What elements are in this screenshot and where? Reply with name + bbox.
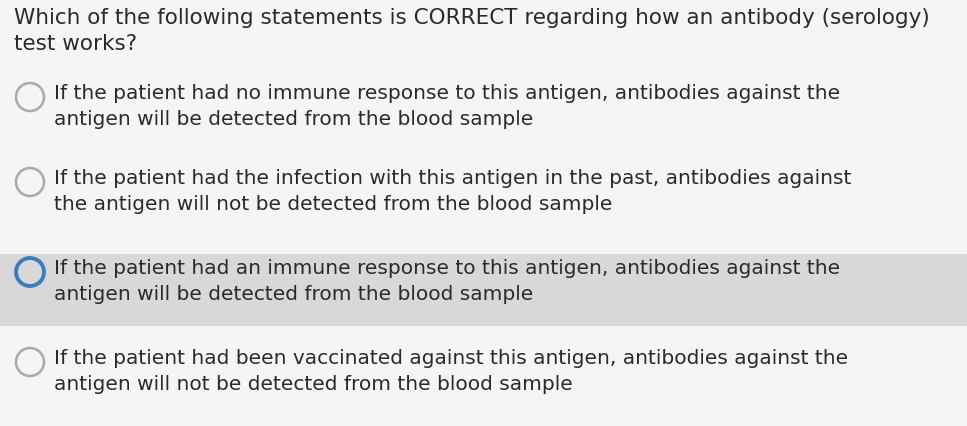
Text: If the patient had no immune response to this antigen, antibodies against the
an: If the patient had no immune response to…	[54, 84, 840, 129]
Text: If the patient had been vaccinated against this antigen, antibodies against the
: If the patient had been vaccinated again…	[54, 348, 848, 393]
Text: If the patient had an immune response to this antigen, antibodies against the
an: If the patient had an immune response to…	[54, 259, 840, 303]
FancyBboxPatch shape	[0, 254, 967, 326]
Text: If the patient had the infection with this antigen in the past, antibodies again: If the patient had the infection with th…	[54, 169, 851, 213]
Text: Which of the following statements is CORRECT regarding how an antibody (serology: Which of the following statements is COR…	[14, 8, 929, 28]
Text: test works?: test works?	[14, 34, 137, 54]
